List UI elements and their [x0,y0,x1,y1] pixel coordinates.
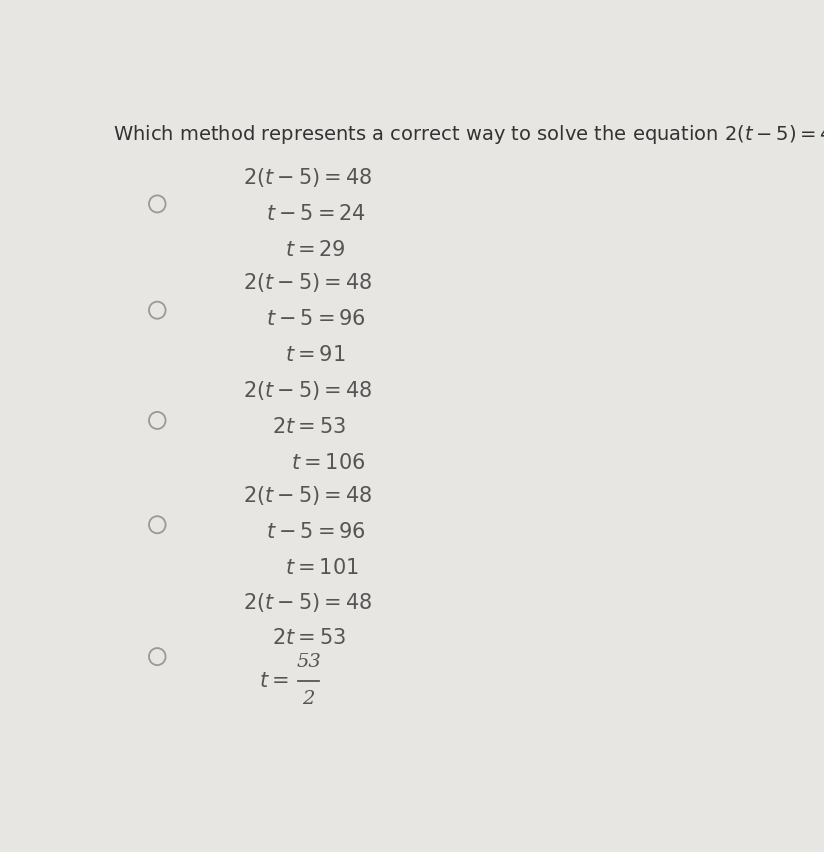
Text: $t-5=24$: $t-5=24$ [266,204,366,224]
Text: $t-5=96$: $t-5=96$ [266,522,366,542]
Text: Which method represents a correct way to solve the equation $2(t-5)=48$?: Which method represents a correct way to… [113,124,824,147]
Text: $2(t-5)=48$: $2(t-5)=48$ [244,166,372,189]
Text: 2: 2 [302,690,315,708]
Text: $t=$: $t=$ [260,671,289,691]
Text: $2t=53$: $2t=53$ [272,628,346,648]
Text: $2(t-5)=48$: $2(t-5)=48$ [244,379,372,402]
Text: $t=91$: $t=91$ [285,345,345,365]
Text: $t-5=96$: $t-5=96$ [266,308,366,329]
Text: $t=101$: $t=101$ [285,558,358,578]
Text: $t=106$: $t=106$ [292,453,366,473]
Text: $2(t-5)=48$: $2(t-5)=48$ [244,590,372,613]
Text: 53: 53 [297,653,321,671]
Text: $2(t-5)=48$: $2(t-5)=48$ [244,485,372,507]
Text: $2(t-5)=48$: $2(t-5)=48$ [244,271,372,294]
Text: $t=29$: $t=29$ [285,240,345,260]
Text: $2t=53$: $2t=53$ [272,417,346,437]
